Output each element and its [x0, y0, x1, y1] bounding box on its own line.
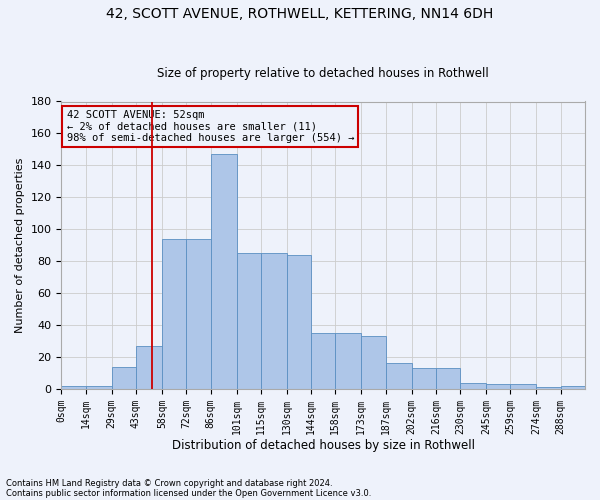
Text: 42, SCOTT AVENUE, ROTHWELL, KETTERING, NN14 6DH: 42, SCOTT AVENUE, ROTHWELL, KETTERING, N… — [106, 8, 494, 22]
Bar — [361, 336, 386, 389]
Bar — [287, 255, 311, 389]
Bar — [236, 253, 261, 389]
Bar — [561, 386, 585, 389]
Bar — [186, 239, 211, 389]
Title: Size of property relative to detached houses in Rothwell: Size of property relative to detached ho… — [157, 66, 489, 80]
Y-axis label: Number of detached properties: Number of detached properties — [15, 158, 25, 333]
Bar — [536, 388, 561, 389]
Bar — [112, 366, 136, 389]
Bar — [211, 154, 236, 389]
Text: 42 SCOTT AVENUE: 52sqm
← 2% of detached houses are smaller (11)
98% of semi-deta: 42 SCOTT AVENUE: 52sqm ← 2% of detached … — [67, 110, 354, 144]
Bar — [460, 382, 486, 389]
Text: Contains public sector information licensed under the Open Government Licence v3: Contains public sector information licen… — [6, 488, 371, 498]
Bar — [61, 386, 86, 389]
Bar — [412, 368, 436, 389]
Text: Contains HM Land Registry data © Crown copyright and database right 2024.: Contains HM Land Registry data © Crown c… — [6, 478, 332, 488]
X-axis label: Distribution of detached houses by size in Rothwell: Distribution of detached houses by size … — [172, 440, 475, 452]
Bar — [136, 346, 162, 389]
Bar — [261, 253, 287, 389]
Bar — [486, 384, 511, 389]
Bar — [311, 333, 335, 389]
Bar — [436, 368, 460, 389]
Bar — [162, 239, 186, 389]
Bar — [511, 384, 536, 389]
Bar — [386, 364, 412, 389]
Bar — [335, 333, 361, 389]
Bar — [86, 386, 112, 389]
